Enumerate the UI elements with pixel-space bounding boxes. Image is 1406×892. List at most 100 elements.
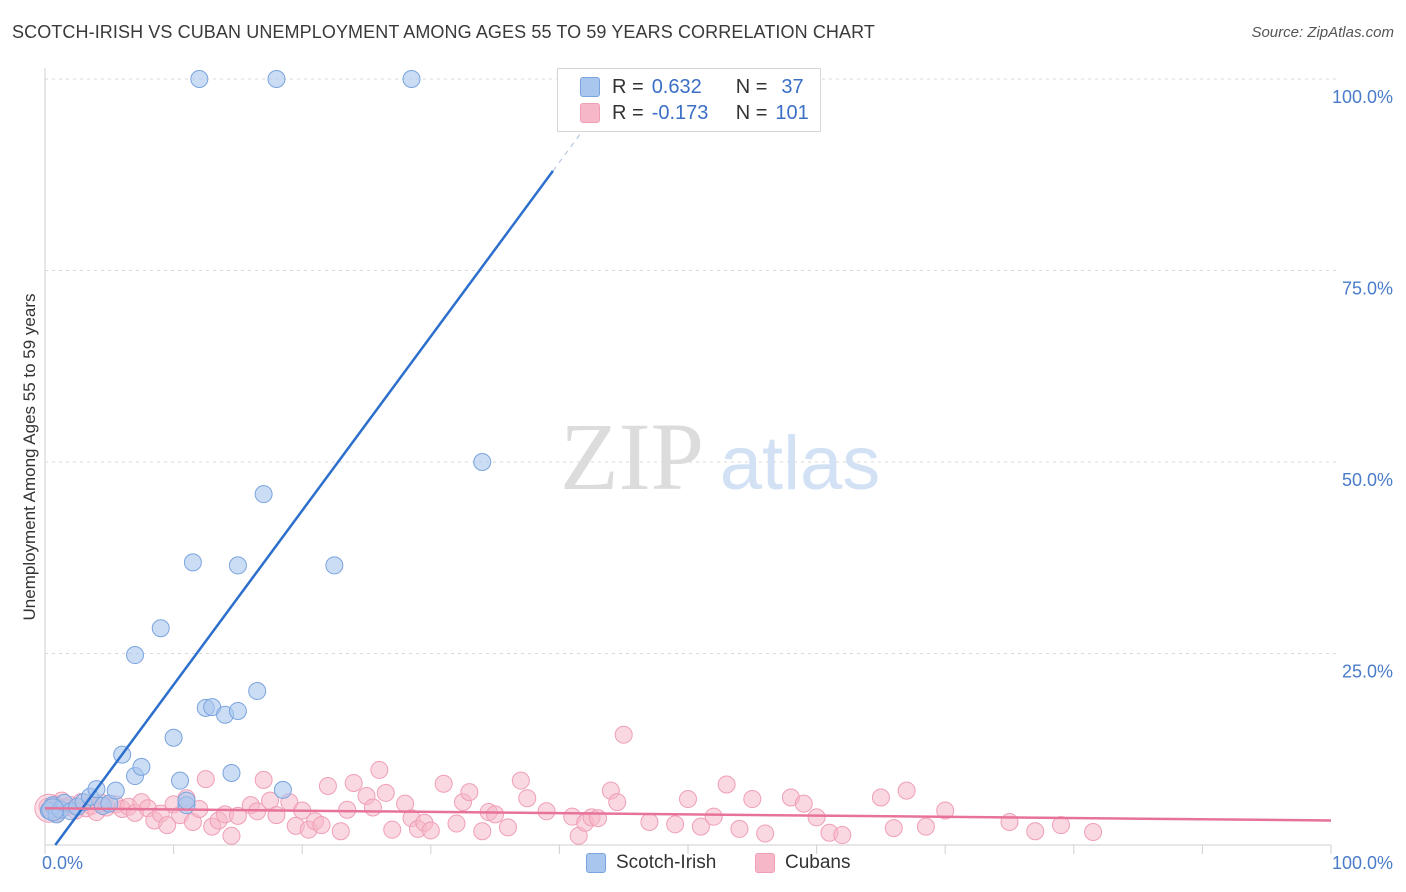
cubans-point: [537, 802, 556, 821]
cubans-point: [794, 794, 813, 813]
cubans-point: [318, 777, 337, 796]
cubans-point: [1026, 822, 1045, 841]
cubans-point: [916, 817, 935, 836]
cubans-point: [434, 774, 453, 793]
cubans-point: [704, 807, 723, 826]
cubans-point: [717, 775, 736, 794]
cubans-point: [730, 819, 749, 838]
axes: 25.0% 50.0% 75.0% 100.0% 0.0% 100.0%: [42, 68, 1393, 873]
r-label: R =: [612, 75, 644, 98]
cubans-point: [518, 789, 537, 808]
scotch-irish-point: [273, 780, 292, 799]
cubans-point: [897, 781, 916, 800]
y-tick-label: 75.0%: [1342, 279, 1393, 299]
y-tick-label: 25.0%: [1342, 662, 1393, 682]
blue-swatch: [586, 853, 606, 873]
pink-swatch: [755, 853, 775, 873]
cubans-point: [196, 770, 215, 789]
cubans-point: [228, 806, 247, 825]
scotch-irish-point: [106, 781, 125, 800]
watermark: ZIP atlas: [560, 403, 880, 510]
cubans-point: [383, 820, 402, 839]
scotch-irish-point: [164, 728, 183, 747]
cubans-point: [370, 760, 389, 779]
cubans-point: [640, 813, 659, 832]
cubans-point: [1084, 822, 1103, 841]
y-tick-label: 50.0%: [1342, 470, 1393, 490]
legend-row-cubans: R = -0.173 N = 101: [580, 100, 809, 126]
legend-label: Cubans: [785, 852, 851, 873]
cubans-point: [338, 800, 357, 819]
scotch-irish-point: [222, 763, 241, 782]
cubans-point: [679, 790, 697, 809]
cubans-point: [666, 815, 685, 834]
r-label: R =: [612, 101, 644, 124]
legend-row-scotch-irish: R = 0.632 N = 37: [580, 74, 804, 100]
cubans-point: [222, 826, 241, 845]
chart-title: SCOTCH-IRISH VS CUBAN UNEMPLOYMENT AMONG…: [12, 22, 875, 42]
n-label: N =: [735, 101, 768, 124]
cubans-point: [363, 798, 382, 817]
scotch-irish-point: [228, 556, 247, 575]
cubans-point: [254, 770, 273, 789]
scotch-irish-points: [39, 70, 492, 824]
cubans-point: [743, 790, 762, 809]
cubans-point: [421, 821, 440, 840]
scotch-irish-point: [126, 646, 145, 665]
n-value-cubans: 101: [775, 101, 809, 124]
cubans-point: [608, 793, 627, 812]
n-value-scotch-irish: 37: [781, 75, 804, 98]
cubans-point: [447, 814, 466, 833]
scotch-irish-point: [267, 70, 286, 88]
x-tick-label: 0.0%: [42, 853, 83, 873]
scotch-irish-point: [248, 682, 267, 701]
cubans-point: [376, 783, 395, 802]
scotch-irish-point: [177, 791, 196, 810]
cubans-point: [936, 801, 955, 820]
scotch-irish-trend-line: [54, 170, 554, 846]
cubans-point: [511, 771, 530, 790]
scotch-irish-point: [228, 701, 247, 720]
cubans-point: [473, 822, 492, 841]
cubans-point: [486, 805, 505, 824]
r-value-cubans: -0.173: [651, 101, 709, 124]
scotch-irish-point: [151, 619, 170, 638]
legend-item-scotch-irish: Scotch-Irish: [586, 852, 716, 874]
cubans-point: [460, 783, 479, 802]
y-tick-label: 100.0%: [1332, 87, 1393, 107]
cubans-point: [344, 773, 363, 792]
source-label: Source: ZipAtlas.com: [1251, 24, 1394, 41]
scotch-irish-point: [171, 771, 190, 790]
scotch-irish-point: [325, 556, 344, 575]
cubans-point: [807, 808, 826, 827]
cubans-trend-line: [44, 806, 1332, 822]
watermark-zip: ZIP: [560, 403, 704, 510]
scotch-irish-point: [132, 757, 151, 776]
cubans-point: [1000, 813, 1019, 832]
scotch-irish-point: [190, 70, 209, 88]
cubans-point: [756, 824, 775, 843]
legend-label: Scotch-Irish: [616, 852, 717, 873]
pink-swatch: [580, 103, 600, 123]
r-value-scotch-irish: 0.632: [651, 75, 702, 98]
cubans-point: [691, 817, 710, 836]
watermark-atlas: atlas: [720, 421, 881, 506]
cubans-point: [614, 725, 633, 744]
scotch-irish-point: [254, 485, 273, 504]
cubans-point: [871, 788, 890, 807]
legend-item-cubans: Cubans: [755, 852, 851, 874]
cubans-point: [158, 816, 177, 835]
blue-swatch: [580, 77, 600, 97]
n-label: N =: [735, 75, 768, 98]
correlation-legend: R = 0.632 N = 37 R = -0.173 N = 101: [557, 68, 821, 132]
x-tick-label: 100.0%: [1332, 853, 1393, 873]
cubans-point: [884, 819, 903, 838]
cubans-point: [833, 826, 852, 845]
scotch-irish-point: [402, 70, 421, 88]
scotch-irish-point: [183, 553, 202, 572]
cubans-point: [331, 822, 350, 841]
cubans-point: [1051, 816, 1070, 835]
cubans-points: [34, 725, 1103, 845]
cubans-point: [312, 816, 331, 835]
